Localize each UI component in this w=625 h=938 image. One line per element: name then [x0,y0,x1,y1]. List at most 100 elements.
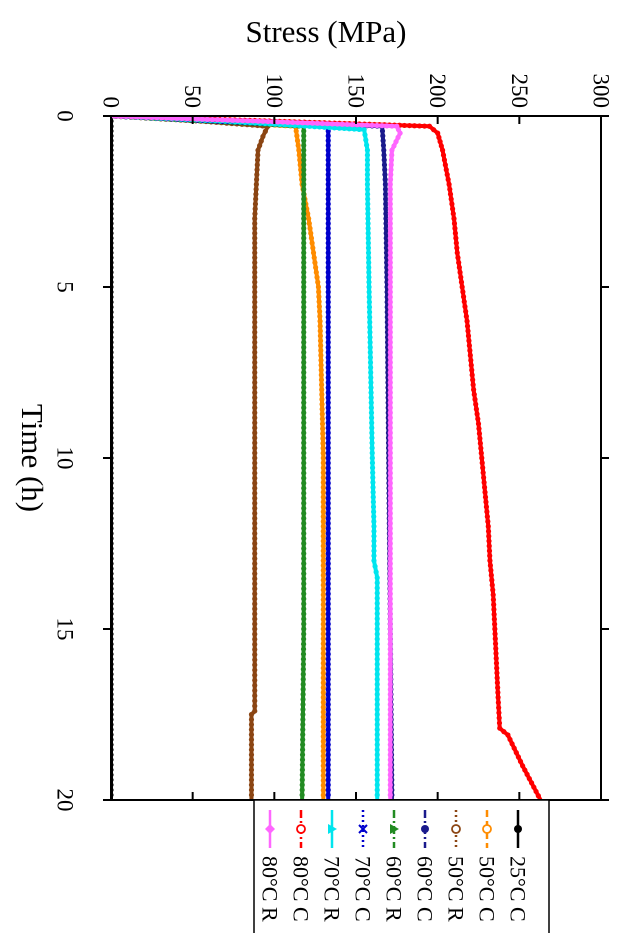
data-point [301,485,307,491]
data-point [387,354,393,361]
legend-item: 60°C C [413,810,438,922]
data-point [320,504,326,510]
data-point [485,518,491,525]
data-point [301,220,307,227]
data-point [318,377,325,383]
data-point [364,122,370,128]
legend-marker [328,824,337,834]
data-point [387,545,393,552]
data-point [316,289,322,295]
data-point [468,362,474,368]
data-point [325,339,331,345]
data-point [496,710,502,716]
data-point [320,562,326,569]
data-point [367,319,373,325]
data-point [320,518,326,525]
data-point [252,339,258,345]
data-point [369,430,375,436]
data-point [301,440,307,446]
data-point [387,485,393,491]
data-point [301,186,307,192]
data-point [325,470,331,476]
data-point [371,533,377,539]
time-tick-group: 10 [53,447,78,470]
data-point [493,645,499,652]
data-point [296,147,302,153]
data-point [320,626,326,632]
data-point [184,116,190,122]
legend-label-group: 60°C C [413,856,438,922]
data-point [528,780,535,786]
data-point [252,535,258,542]
data-point [325,349,331,355]
data-point [325,737,331,743]
data-point [325,319,331,325]
data-point [325,245,331,251]
stress-tick-group: 50 [180,85,205,108]
data-point [320,514,326,520]
data-point [387,525,393,532]
data-point [325,240,331,246]
legend-label: 70°C C [351,856,376,922]
data-point [387,616,393,622]
data-point [219,117,226,123]
data-point [515,754,522,760]
data-point [381,157,387,163]
data-point [316,303,322,310]
data-point [252,652,258,658]
data-point [325,555,331,562]
data-point [387,379,393,386]
data-point [366,269,372,275]
data-point [253,181,259,187]
data-point [252,319,258,325]
data-point [387,701,393,708]
data-point [364,157,371,163]
data-point [319,411,325,417]
data-point [497,725,503,731]
data-point [254,167,260,173]
data-point [458,274,464,280]
data-point [320,631,326,637]
data-point [383,196,389,202]
data-point [466,343,472,349]
data-point [300,686,306,692]
data-point [374,595,380,601]
data-point [325,201,331,207]
data-point [371,528,377,534]
legend-marker [265,824,275,834]
data-point [301,465,307,471]
data-point [297,157,303,163]
data-point [325,191,331,197]
data-point [391,143,397,149]
data-point [440,152,447,158]
data-point [252,646,258,653]
data-point [300,716,306,723]
data-point [473,401,479,407]
data-point [325,334,331,340]
data-point [493,655,499,661]
data-point [252,485,258,491]
data-point [491,616,497,622]
data-point [387,535,393,542]
data-point [320,465,326,471]
data-point [252,349,258,355]
data-point [301,576,307,582]
data-point [344,121,350,128]
data-point [479,455,485,461]
data-point [387,410,393,416]
data-point [387,255,393,261]
data-point [325,772,331,778]
data-point [301,349,307,355]
data-point [511,745,517,751]
data-point [325,445,331,451]
data-point [456,264,462,271]
data-point [387,586,393,592]
data-point [301,230,307,236]
data-point [300,681,306,687]
time-tick-label: 10 [53,447,78,470]
legend-item: 50°C C [475,810,500,922]
data-point [325,525,331,532]
data-point [387,274,393,280]
data-point [476,430,483,437]
data-point [461,299,467,305]
